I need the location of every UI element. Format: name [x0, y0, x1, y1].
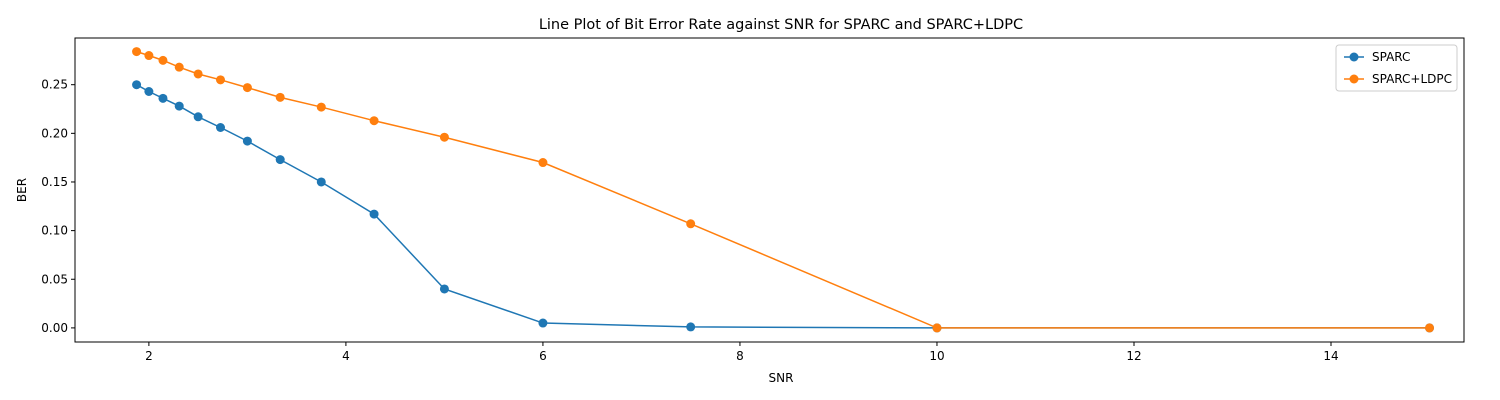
data-point	[1425, 323, 1435, 333]
data-point	[275, 155, 285, 165]
y-tick-label: 0.20	[41, 126, 68, 140]
x-axis: 2 4 6 8 10 12 14	[145, 342, 1339, 363]
data-point	[538, 158, 548, 168]
legend-marker	[1349, 52, 1359, 62]
y-tick-label: 0.15	[41, 175, 68, 189]
axes-frame	[74, 37, 1465, 343]
y-tick-label: 0.05	[41, 272, 68, 286]
x-tick-label: 8	[736, 349, 744, 363]
data-point	[439, 284, 449, 294]
legend-label: SPARC	[1372, 50, 1410, 64]
chart-title: Line Plot of Bit Error Rate against SNR …	[539, 17, 1023, 33]
y-axis-label: BER	[15, 178, 29, 202]
legend: SPARC SPARC+LDPC	[1335, 44, 1458, 92]
data-point	[369, 116, 379, 126]
data-point	[144, 87, 154, 97]
y-tick-label: 0.00	[41, 321, 68, 335]
data-point	[275, 92, 285, 102]
data-point	[538, 318, 548, 328]
data-point	[132, 47, 142, 57]
data-point	[369, 209, 379, 219]
x-tick-label: 4	[342, 349, 350, 363]
data-point	[158, 55, 168, 65]
data-point	[686, 219, 696, 229]
data-point	[439, 132, 449, 142]
data-point	[242, 83, 252, 93]
x-tick-label: 10	[929, 349, 944, 363]
data-point	[174, 62, 184, 72]
x-tick-label: 6	[539, 349, 547, 363]
data-point	[242, 136, 252, 146]
legend-label: SPARC+LDPC	[1372, 72, 1452, 86]
plot-area	[132, 47, 1435, 333]
x-tick-label: 12	[1126, 349, 1141, 363]
legend-box	[1335, 44, 1458, 92]
data-point	[193, 69, 203, 79]
data-point	[686, 322, 696, 332]
data-point	[158, 93, 168, 103]
y-tick-label: 0.25	[41, 78, 68, 92]
data-point	[316, 102, 326, 112]
series-line	[136, 84, 1430, 329]
data-point	[193, 112, 203, 122]
legend-marker	[1349, 74, 1359, 84]
x-tick-label: 14	[1323, 349, 1338, 363]
series-line	[136, 50, 1430, 329]
y-tick-label: 0.10	[41, 224, 68, 238]
x-tick-label: 2	[145, 349, 153, 363]
y-axis: 0.00 0.05 0.10 0.15 0.20 0.25	[41, 78, 75, 335]
data-point	[174, 101, 184, 111]
data-point	[932, 323, 942, 333]
data-point	[316, 177, 326, 187]
data-point	[144, 51, 154, 61]
data-point	[216, 122, 226, 132]
data-point	[216, 75, 226, 85]
x-axis-label: SNR	[769, 371, 794, 385]
data-point	[132, 80, 142, 90]
